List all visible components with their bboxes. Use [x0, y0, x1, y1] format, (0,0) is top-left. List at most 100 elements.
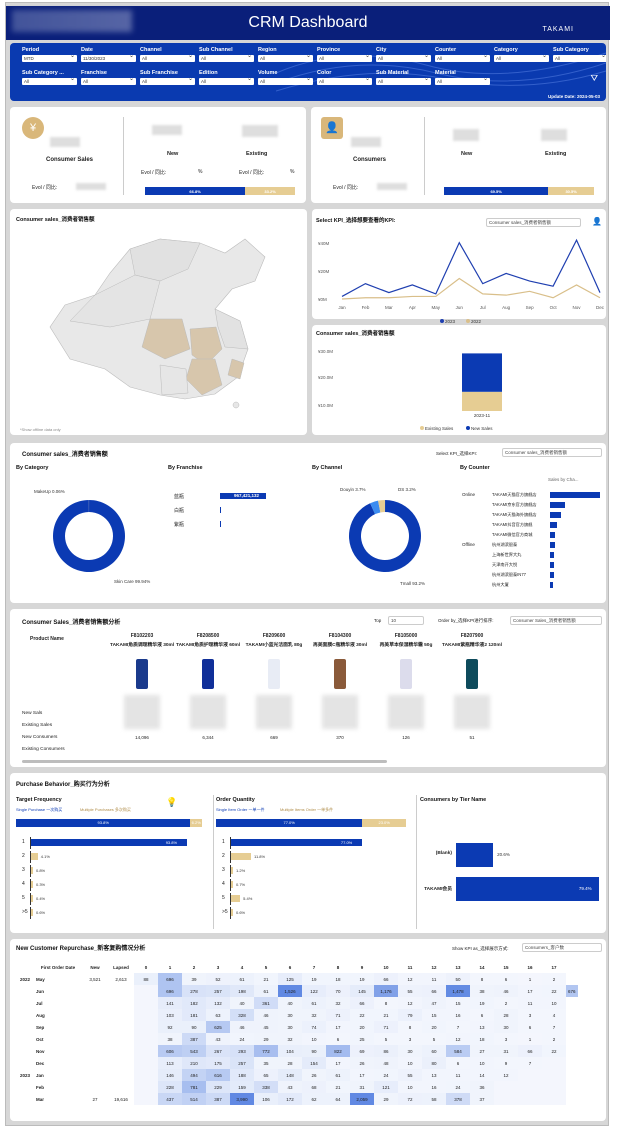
horizontal-scrollbar[interactable]: [22, 760, 387, 763]
column-header[interactable]: 7: [302, 961, 326, 973]
value-cell: [82, 1081, 108, 1093]
kpi-select-dropdown[interactable]: Consumer sales_消费者销售额: [486, 218, 581, 227]
counter-row[interactable]: TAKAMI京东官方旗舰店: [462, 501, 602, 511]
column-header[interactable]: 9: [350, 961, 374, 973]
column-header[interactable]: First Order Date: [34, 961, 82, 973]
top-n-input[interactable]: 10: [388, 616, 424, 625]
filter-dropdown[interactable]: All: [553, 55, 606, 62]
filter-dropdown[interactable]: MTD: [22, 55, 77, 62]
filter-dropdown[interactable]: All: [494, 55, 549, 62]
column-header[interactable]: 17: [542, 961, 566, 973]
column-header[interactable]: 14: [470, 961, 494, 973]
column-header[interactable]: 11: [398, 961, 422, 973]
table-row: Sep 92 90 625 46 45 30 74 17 20 71 8 20 7 13 30 6 7: [16, 1021, 578, 1033]
counter-row[interactable]: TAKAMI天猫海外旗舰店: [462, 511, 602, 521]
filter-dropdown[interactable]: All: [317, 55, 372, 62]
repurchase-kpi-dropdown[interactable]: Consumers_客户数: [522, 943, 602, 952]
product-column[interactable]: F8105000 再美草本保湿精华霜 50g 126: [374, 633, 438, 740]
product-column[interactable]: F8104300 再美面膜C瓶精华液 30ml 370: [308, 633, 372, 740]
filter-dropdown[interactable]: All: [258, 78, 313, 85]
column-header[interactable]: New: [82, 961, 108, 973]
filter-6: Sub Material All: [376, 70, 436, 85]
counter-row[interactable]: 杭州湖滨银泰IN77: [462, 571, 602, 581]
existing-consumers-value: 14,096: [110, 735, 174, 740]
value-cell: 40: [230, 997, 254, 1009]
value-cell: 13: [422, 1069, 446, 1081]
filter-dropdown[interactable]: All: [258, 55, 313, 62]
column-header[interactable]: 12: [422, 961, 446, 973]
value-cell: 494: [182, 1069, 206, 1081]
x-tick-label: Sep: [526, 305, 535, 310]
column-header[interactable]: 5: [254, 961, 278, 973]
filter-dropdown[interactable]: All: [199, 78, 254, 85]
column-header[interactable]: 4: [230, 961, 254, 973]
column-header[interactable]: 2: [182, 961, 206, 973]
product-column[interactable]: F8102203 TAKAMI角质调理精华液 30ml 14,096: [110, 633, 174, 740]
filter-dropdown[interactable]: All: [435, 78, 490, 85]
column-header[interactable]: Lapsed: [108, 961, 134, 973]
counter-row[interactable]: Online TAKAMI天猫官方旗舰店: [462, 491, 602, 501]
value-cell: 16: [446, 1009, 470, 1021]
counter-row[interactable]: Offline 杭州湖滨银泰: [462, 541, 602, 551]
filter-dropdown[interactable]: All: [140, 78, 195, 85]
order-by-dropdown[interactable]: Consumer Sales_消费者销售额: [510, 616, 602, 625]
blurred-value: [242, 125, 278, 137]
filter-dropdown[interactable]: All: [199, 55, 254, 62]
kpi-consumers-title: Consumers: [353, 157, 386, 163]
china-map[interactable]: [10, 209, 307, 435]
value-cell: 32: [278, 1033, 302, 1045]
counter-row[interactable]: 杭州大厦: [462, 581, 602, 591]
legend-label: Single Purchase 一次购买: [16, 807, 62, 813]
filter-0: Sub Category ... All: [22, 70, 82, 85]
filter-dropdown[interactable]: All: [140, 55, 195, 62]
franchise-row[interactable]: 白瓶: [170, 505, 310, 519]
filter-dropdown[interactable]: 11/30/2023: [81, 55, 136, 62]
filter-dropdown[interactable]: All: [317, 78, 372, 85]
value-cell: 28: [278, 1057, 302, 1069]
clear-filter-icon[interactable]: ⛛: [590, 73, 598, 84]
counter-row[interactable]: 上海新世界大丸: [462, 551, 602, 561]
column-header[interactable]: 16: [518, 961, 542, 973]
breakdown-kpi-dropdown[interactable]: Consumer sales_消费者销售额: [502, 448, 602, 457]
counter-bar: [550, 562, 554, 568]
value-cell: 38: [158, 1033, 182, 1045]
counter-row[interactable]: TAKAMI微信官方商城: [462, 531, 602, 541]
value-cell: 24: [230, 1033, 254, 1045]
filter-dropdown[interactable]: All: [22, 78, 77, 85]
product-column[interactable]: F8207900 TAKAMI紫瓶精华液2 120ml 51: [440, 633, 504, 740]
product-bottle-image: [136, 659, 148, 689]
column-header[interactable]: 13: [446, 961, 470, 973]
counter-row[interactable]: 天津南开大悦: [462, 561, 602, 571]
row-label: 4: [222, 881, 225, 887]
month-cell: Feb: [34, 1081, 82, 1093]
column-header[interactable]: 0: [134, 961, 158, 973]
filter-dropdown[interactable]: All: [435, 55, 490, 62]
value-cell: 6: [518, 1021, 542, 1033]
filter-dropdown[interactable]: All: [376, 55, 431, 62]
value-cell: 21: [254, 973, 278, 985]
column-header[interactable]: 10: [374, 961, 398, 973]
existing-consumers-value: 669: [242, 735, 306, 740]
row-bar: [31, 909, 33, 916]
counter-row[interactable]: TAKAMI抖音官方旗舰: [462, 521, 602, 531]
column-header[interactable]: 3: [206, 961, 230, 973]
column-header[interactable]: 15: [494, 961, 518, 973]
column-header[interactable]: 6: [278, 961, 302, 973]
value-cell: 36: [470, 1081, 494, 1093]
row-bar: [31, 867, 33, 874]
filter-dropdown[interactable]: All: [81, 78, 136, 85]
value-cell: 19,616: [108, 1093, 134, 1105]
header-row: First Order Date New Lapsed 0 1 2 3 4 5 6 7 8 9 10 11 1…: [16, 961, 578, 973]
x-tick-label: Jun: [456, 305, 464, 310]
product-column[interactable]: F8208500 TAKAMI角质护理精华液 60ml 6,344: [176, 633, 240, 740]
filter-dropdown[interactable]: All: [376, 78, 431, 85]
franchise-row[interactable]: 紫瓶: [170, 519, 310, 533]
row-label: 5: [222, 895, 225, 901]
column-header[interactable]: 1: [158, 961, 182, 973]
value-cell: 24: [446, 1081, 470, 1093]
value-cell: 822: [326, 1045, 350, 1057]
column-header[interactable]: 8: [326, 961, 350, 973]
product-column[interactable]: F8209600 TAKAMI小蓝光洁面乳 80g 669: [242, 633, 306, 740]
franchise-row[interactable]: 蓝瓶 967,421,132: [170, 491, 310, 505]
value-cell: 72: [398, 1093, 422, 1105]
